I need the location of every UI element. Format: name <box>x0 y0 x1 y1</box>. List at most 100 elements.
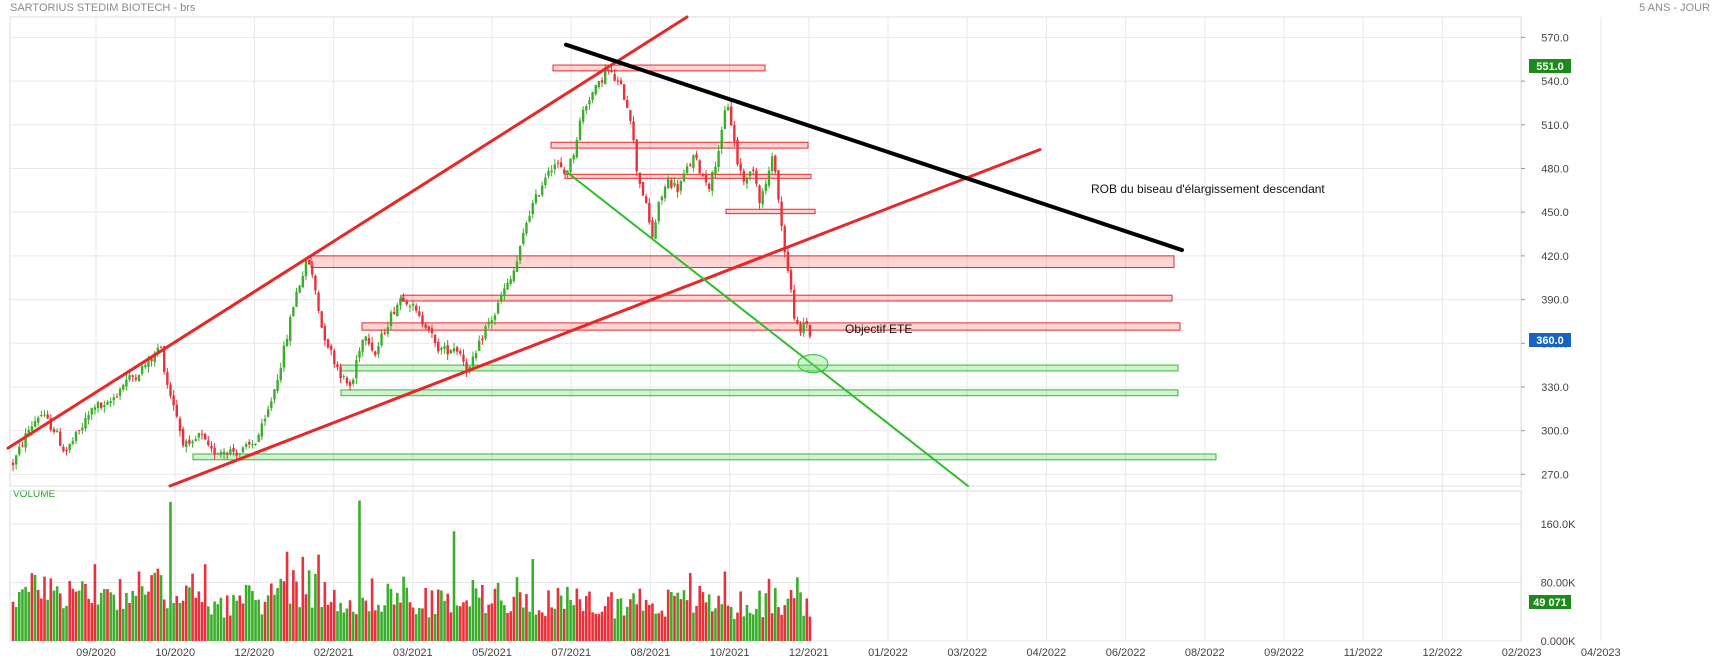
candle-body <box>169 384 172 396</box>
volume-bar <box>18 591 21 641</box>
volume-bar <box>525 594 528 641</box>
candle-body <box>704 174 708 183</box>
volume-bar <box>414 614 418 641</box>
volume-bar <box>729 607 733 641</box>
candle-body <box>537 195 541 197</box>
volume-bar <box>301 556 305 641</box>
volume-bar <box>307 570 311 641</box>
date-tick-label: 08/2022 <box>1185 647 1225 659</box>
candle-body <box>462 354 465 362</box>
candle-body <box>796 319 799 324</box>
volume-bar <box>758 590 761 641</box>
candle-body <box>742 170 745 182</box>
candle-body <box>644 196 648 203</box>
volume-bar <box>263 601 267 641</box>
volume-bar <box>84 583 87 641</box>
candle-body <box>389 312 393 326</box>
date-tick-label: 02/2021 <box>314 647 354 659</box>
candle-body <box>112 397 115 401</box>
candle-body <box>682 173 686 182</box>
candle-body <box>147 357 150 367</box>
volume-bar <box>666 589 670 641</box>
candle-body <box>550 170 553 173</box>
candle-body <box>443 346 446 349</box>
candle-body <box>115 396 119 398</box>
volume-bar <box>358 500 361 641</box>
candle-body <box>364 336 367 341</box>
price-tick-label: 540.0 <box>1541 76 1569 88</box>
candle-body <box>481 338 484 341</box>
period-label[interactable]: 5 ANS - JOUR <box>1639 2 1710 14</box>
volume-bar <box>695 605 698 641</box>
date-tick-label: 11/2022 <box>1344 647 1383 659</box>
volume-bar <box>380 611 383 641</box>
volume-bar <box>515 577 519 641</box>
volume-bar <box>487 604 490 641</box>
volume-bar <box>443 600 446 641</box>
candle-body <box>626 99 629 109</box>
candle-body <box>140 365 144 374</box>
resistance-zone <box>361 322 1181 331</box>
candle-body <box>260 423 264 437</box>
candle-body <box>191 441 194 444</box>
candle-body <box>399 298 402 306</box>
volume-bar <box>556 587 560 641</box>
date-tick-label: 03/2022 <box>947 647 987 659</box>
candle-body <box>24 433 27 448</box>
volume-bar <box>156 568 160 641</box>
volume-bar <box>553 608 557 641</box>
candle-body <box>689 164 692 166</box>
volume-bar <box>147 591 150 641</box>
resistance-zone <box>725 208 816 215</box>
candle-body <box>581 109 585 122</box>
candle-body <box>172 395 175 406</box>
candle-body <box>33 421 37 427</box>
volume-bar <box>657 613 661 641</box>
candle-body <box>415 305 418 311</box>
resistance-zone <box>550 141 809 149</box>
price-high-badge-bg <box>1529 59 1571 73</box>
volume-bar <box>802 615 805 641</box>
volume-bar <box>323 582 327 641</box>
volume-bar <box>251 590 254 641</box>
volume-bar <box>345 608 349 641</box>
volume-bar <box>273 594 276 641</box>
volume-bar <box>465 600 468 641</box>
candle-body <box>585 106 588 111</box>
candle-body <box>317 292 320 311</box>
volume-bar <box>522 607 525 641</box>
volume-bar <box>106 589 109 641</box>
volume-bar <box>288 603 292 641</box>
candle-body <box>695 154 698 159</box>
candle-body <box>610 71 613 73</box>
volume-bar <box>58 593 62 641</box>
candle-body <box>11 462 15 466</box>
candle-body <box>40 415 43 417</box>
volume-bar <box>254 600 257 641</box>
candle-body <box>758 185 761 204</box>
volume-bar <box>692 612 695 641</box>
candle-body <box>493 315 497 320</box>
candle-body <box>597 81 601 88</box>
candle-body <box>455 347 459 352</box>
volume-bar <box>162 599 166 641</box>
candle-body <box>30 426 34 431</box>
candle-body <box>49 418 52 430</box>
volume-bar <box>270 583 273 641</box>
candle-body <box>392 311 396 314</box>
volume-bar <box>24 586 27 641</box>
volume-bar <box>392 604 396 641</box>
candle-body <box>134 377 138 380</box>
volume-bar <box>99 592 103 641</box>
volume-bar <box>109 592 112 641</box>
volume-tick-label: 160.0K <box>1541 519 1577 531</box>
candle-body <box>106 401 109 405</box>
volume-bar <box>770 613 774 641</box>
volume-bar <box>663 616 667 641</box>
trendline-resistance <box>6 15 689 450</box>
volume-bar <box>578 599 582 641</box>
candle-body <box>229 449 232 455</box>
volume-bar <box>30 573 34 641</box>
volume-bar <box>213 601 216 641</box>
